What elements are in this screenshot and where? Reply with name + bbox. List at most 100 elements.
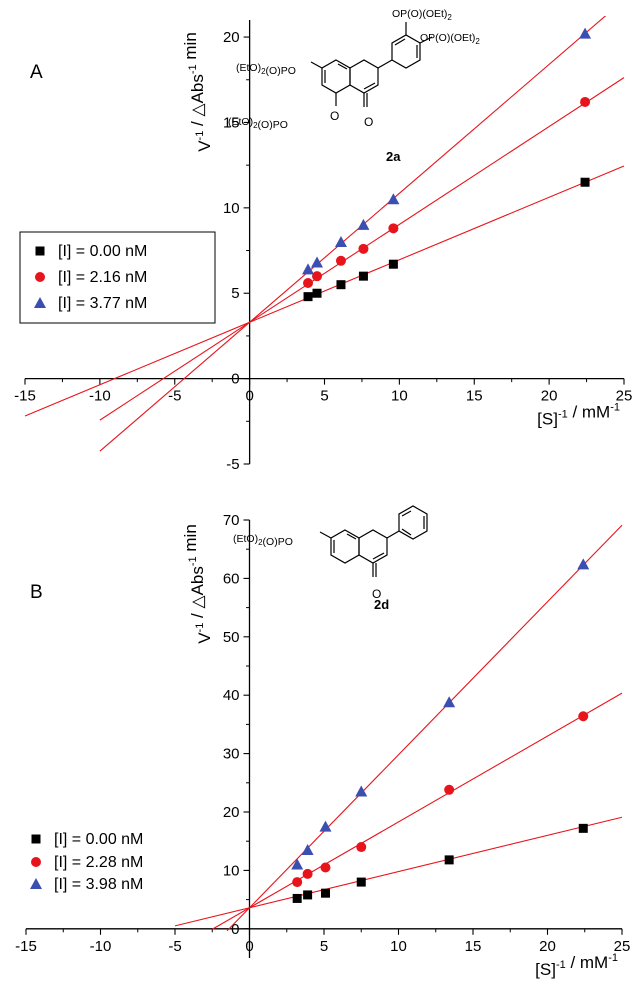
data-point-circle [388,223,399,234]
x-tick-label: 20 [541,388,558,405]
x-tick-label: -10 [89,388,111,405]
structure-label: (EtO)2(O)PO [236,62,296,77]
data-point-square [292,893,302,903]
data-point-square [388,259,398,269]
y-tick-label: 60 [223,570,240,587]
data-point-triangle [355,785,368,797]
legend-marker-square [35,246,45,256]
structure-2d [319,505,428,577]
x-tick-label: 25 [614,938,631,955]
data-point-square [580,177,590,187]
legend-marker-square [31,834,41,844]
compound-label: 2a [386,149,401,164]
structure-label: O [372,587,381,601]
legend-label: [I] = 0.00 nM [54,831,143,848]
x-tick-label: -15 [14,388,36,405]
data-point-triangle [291,858,304,870]
fit-lines [174,524,623,932]
x-tick-label: 0 [245,938,253,955]
data-point-triangle [357,218,370,230]
x-tick-label: -15 [15,938,37,955]
x-tick-label: 25 [616,388,633,405]
structure-label: O [330,109,339,123]
x-tick-label: 15 [465,938,482,955]
panel-label: B [30,582,43,603]
legend-marker-triangle [30,878,42,889]
x-tick-label: 5 [320,938,328,955]
data-point-circle [312,271,323,282]
data-point-circle [580,96,591,107]
y-tick-label: 40 [223,687,240,704]
legend-marker-circle [31,857,41,867]
fit-line-i-0-00-nm [174,816,623,927]
data-point-triangle [334,236,347,247]
y-tick-label: 5 [231,285,239,302]
x-tick-label: 0 [245,388,253,405]
x-tick-label: 20 [539,938,556,955]
data-point-circle [302,868,313,879]
y-tick-label: 10 [223,862,240,879]
legend: [I] = 0.00 nM [I] = 2.28 nM [I] = 3.98 nM [30,831,143,893]
data-point-circle [320,862,331,873]
legend-label: [I] = 3.98 nM [54,876,143,893]
data-point-square [312,288,322,298]
legend-label: [I] = 3.77 nM [58,295,147,312]
y-tick-label: 15 [223,114,240,131]
structure-label: O [364,115,373,129]
data-point-square [578,823,588,833]
structure-label: OP(O)(OEt)2 [420,32,480,46]
data-point-triangle [579,27,592,39]
y-tick-label: 10 [223,200,240,217]
x-axis-label: [S]-1 / mM-1 [537,402,620,429]
legend-label: [I] = 2.16 nM [58,269,147,286]
data-point-circle [358,243,369,254]
legend: [I] = 0.00 nM [I] = 2.16 nM [I] = 3.77 nM [19,231,216,324]
structure-label: OP(O)(OEt)2 [392,8,452,22]
data-point-circle [578,711,589,722]
data-point-square [336,280,346,290]
legend-label: [I] = 0.00 nM [58,243,147,260]
y-tick-label: 0 [231,371,239,388]
data-point-circle [335,255,346,266]
y-axis-label: V-1 / △Abs-1 min [181,524,214,644]
data-point-circle [303,277,314,288]
data-point-triangle [302,263,315,275]
legend-box [19,231,216,324]
fit-line-i-0-00-nm [24,165,625,417]
y-tick-label: -5 [226,456,239,473]
legend-marker-triangle [34,297,46,308]
structure-2a [310,22,433,107]
fit-line-i-3-98-nm [226,524,623,932]
data-point-circle [444,784,455,795]
x-tick-label: 5 [320,388,328,405]
data-point-square [303,890,313,900]
x-tick-label: -5 [168,938,181,955]
data-point-triangle [319,820,332,832]
data-point-square [320,888,330,898]
data-point-triangle [311,256,324,268]
data-point-circle [356,842,367,853]
fit-line-i-2-28-nm [211,692,623,930]
x-tick-label: 10 [390,938,407,955]
data-point-square [444,855,454,865]
x-tick-label: 10 [391,388,408,405]
y-tick-label: 70 [223,512,240,529]
y-tick-label: 20 [223,804,240,821]
y-tick-label: 30 [223,746,240,763]
data-point-square [358,271,368,281]
legend-label: [I] = 2.28 nM [54,854,143,871]
structure-label: (EtO)2(O)PO [233,533,293,548]
data-point-circle [292,877,303,888]
x-tick-label: -5 [168,388,181,405]
panel-b: -15 -10 -5 0 5 10 15 20 25 0 10 20 30 40 50 60 70 [S]-1 /… [15,512,630,979]
y-axis-label: V-1 / △Abs-1 min [181,32,214,152]
structure-label: (EtO)2(O)PO [228,116,288,131]
y-tick-label: 20 [223,29,240,46]
compound-label: 2d [374,597,389,612]
x-tick-label: -10 [90,938,112,955]
panel-label: A [30,62,43,83]
y-tick-label: 50 [223,629,240,646]
x-axis-label: [S]-1 / mM-1 [535,952,618,979]
